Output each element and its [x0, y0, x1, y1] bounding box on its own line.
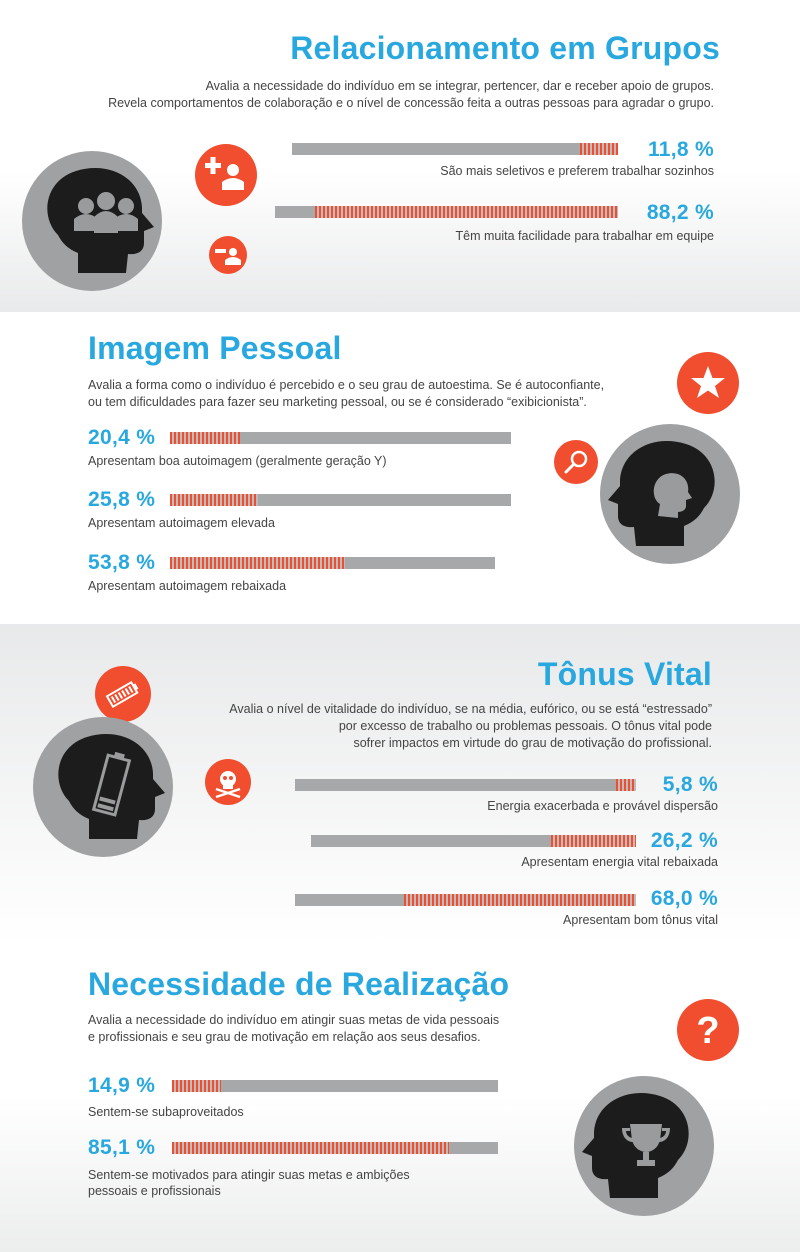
- bar-category-label: Apresentam boa autoimagem (geralmente ge…: [88, 454, 387, 468]
- bar-value-label: 5,8 %: [662, 773, 718, 796]
- section-relacionamento-em-grupos: Relacionamento em Grupos Avalia a necess…: [0, 0, 800, 312]
- bar-value-label: 11,8 %: [647, 138, 714, 161]
- bar-fill: [170, 432, 240, 444]
- skull-icon: [205, 759, 251, 805]
- self-image-head-icon: [600, 424, 740, 564]
- bar-category-label: Apresentam autoimagem rebaixada: [88, 579, 287, 593]
- section-description-line-2: e profissionais e seu grau de motivação …: [88, 1030, 481, 1044]
- bar-fill: [172, 1080, 221, 1092]
- section-necessidade-de-realizacao: Necessidade de Realização Avalia a neces…: [0, 942, 800, 1252]
- bar-track: [311, 835, 636, 847]
- section-imagem-pessoal: Imagem Pessoal Avalia a forma como o ind…: [0, 312, 800, 624]
- question-mark-icon: ?: [677, 999, 739, 1061]
- battery-head-icon: [33, 717, 173, 857]
- bar-fill: [616, 779, 636, 791]
- bar-track: [172, 1080, 498, 1092]
- bar-category-label: Apresentam autoimagem elevada: [88, 516, 275, 530]
- group-of-people-head-icon: [22, 151, 162, 291]
- bar-value-label: 88,2 %: [646, 201, 714, 224]
- bar-value-label: 20,4 %: [88, 426, 156, 449]
- bar-category-label: Energia exacerbada e provável dispersão: [487, 799, 718, 813]
- section-description-line-1: Avalia a necessidade do indivíduo em se …: [205, 79, 714, 93]
- bar-category-label: Sentem-se motivados para atingir suas me…: [88, 1168, 410, 1182]
- section-description-line-2: por excesso de trabalho ou problemas pes…: [338, 719, 712, 733]
- trophy-head-icon: [574, 1076, 714, 1216]
- bar-track: [170, 432, 511, 444]
- section-description-line-2: Revela comportamentos de colaboração e o…: [108, 96, 714, 110]
- section-description-line-3: sofrer impactos em virtude do grau de mo…: [353, 736, 712, 750]
- bar-category-label: Têm muita facilidade para trabalhar em e…: [455, 229, 714, 243]
- bar-track: [295, 894, 636, 906]
- bar-value-label: 85,1 %: [88, 1136, 156, 1159]
- bar-category-label: Apresentam energia vital rebaixada: [521, 855, 718, 869]
- bar-category-label: Sentem-se subaproveitados: [88, 1105, 244, 1119]
- bar-track: [172, 1142, 498, 1154]
- section-description-line-1: Avalia a forma como o indivíduo é perceb…: [88, 378, 605, 392]
- bar-value-label: 26,2 %: [650, 829, 718, 852]
- bar-fill: [551, 835, 636, 847]
- bar-track: [275, 206, 618, 218]
- svg-text:?: ?: [696, 1010, 719, 1052]
- bar-value-label: 53,8 %: [88, 551, 156, 574]
- section-tonus-vital: Tônus Vital Avalia o nível de vitalidade…: [0, 624, 800, 942]
- bar-category-label: Apresentam bom tônus vital: [563, 913, 718, 927]
- bar-value-label: 14,9 %: [88, 1074, 156, 1097]
- magnifier-icon: [554, 440, 598, 484]
- remove-person-icon: [209, 236, 247, 274]
- bar-fill: [404, 894, 636, 906]
- section-description-line-1: Avalia a necessidade do indivíduo em ati…: [88, 1013, 500, 1027]
- bar-fill: [315, 206, 618, 218]
- bar-track: [170, 494, 511, 506]
- bar-track: [292, 143, 618, 155]
- bar-category-label-line-2: pessoais e profissionais: [88, 1184, 221, 1198]
- full-battery-icon: [95, 666, 151, 722]
- bar-track: [295, 779, 636, 791]
- star-icon: [677, 352, 739, 414]
- section-title: Imagem Pessoal: [88, 330, 342, 366]
- section-title: Tônus Vital: [537, 656, 712, 692]
- bar-fill: [170, 494, 258, 506]
- section-title: Relacionamento em Grupos: [290, 30, 720, 66]
- section-title: Necessidade de Realização: [88, 966, 510, 1002]
- bar-fill: [172, 1142, 449, 1154]
- bar-value-label: 68,0 %: [650, 887, 718, 910]
- section-description-line-2: ou tem dificuldades para fazer seu marke…: [88, 395, 587, 409]
- bar-fill: [580, 143, 618, 155]
- section-description-line-1: Avalia o nível de vitalidade do indivídu…: [229, 702, 712, 716]
- add-person-icon: [195, 144, 257, 206]
- bar-fill: [170, 557, 345, 569]
- bar-track: [170, 557, 495, 569]
- bar-category-label: São mais seletivos e preferem trabalhar …: [440, 164, 714, 178]
- bar-value-label: 25,8 %: [88, 488, 156, 511]
